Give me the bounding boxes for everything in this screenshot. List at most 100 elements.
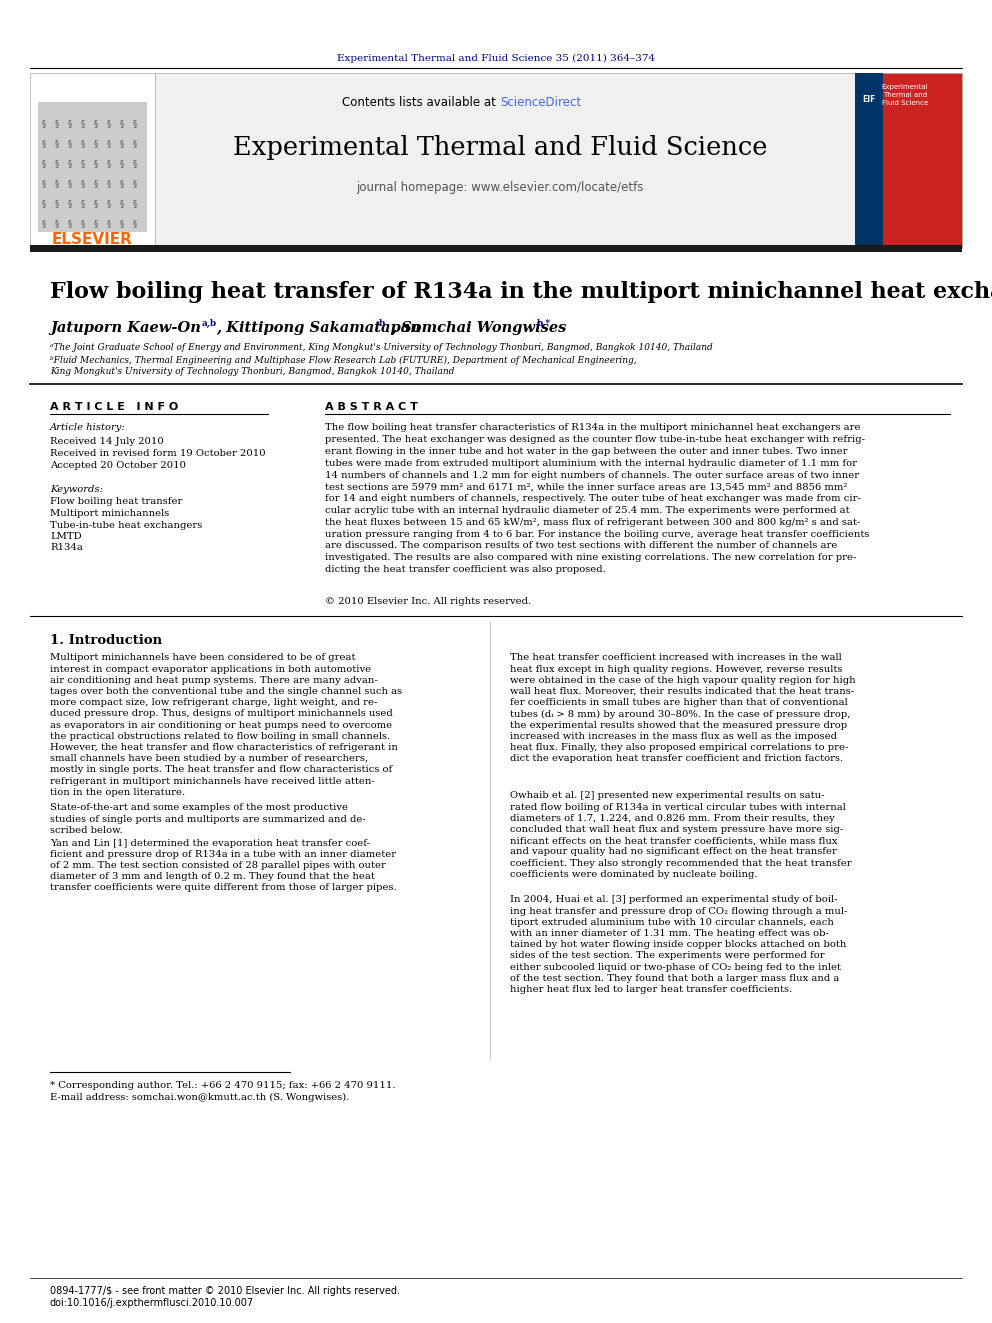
Text: EIF: EIF bbox=[862, 95, 876, 105]
Text: doi:10.1016/j.expthermflusci.2010.10.007: doi:10.1016/j.expthermflusci.2010.10.007 bbox=[50, 1298, 254, 1308]
Text: §: § bbox=[55, 179, 60, 188]
Text: * Corresponding author. Tel.: +66 2 470 9115; fax: +66 2 470 9111.: * Corresponding author. Tel.: +66 2 470 … bbox=[50, 1081, 396, 1090]
Text: §: § bbox=[81, 119, 85, 128]
Bar bbox=[30, 73, 155, 247]
Text: uration pressure ranging from 4 to 6 bar. For instance the boiling curve, averag: uration pressure ranging from 4 to 6 bar… bbox=[325, 529, 869, 538]
Text: 0894-1777/$ - see front matter © 2010 Elsevier Inc. All rights reserved.: 0894-1777/$ - see front matter © 2010 El… bbox=[50, 1286, 400, 1297]
Bar bbox=[855, 73, 883, 247]
Text: dicting the heat transfer coefficient was also proposed.: dicting the heat transfer coefficient wa… bbox=[325, 565, 606, 574]
Text: more compact size, low refrigerant charge, light weight, and re-: more compact size, low refrigerant charg… bbox=[50, 699, 377, 708]
Text: Experimental
Thermal and
Fluid Science: Experimental Thermal and Fluid Science bbox=[882, 83, 929, 106]
Text: Flow boiling heat transfer: Flow boiling heat transfer bbox=[50, 497, 183, 507]
Text: §: § bbox=[133, 139, 137, 148]
Text: small channels have been studied by a number of researchers,: small channels have been studied by a nu… bbox=[50, 754, 368, 763]
Text: §: § bbox=[81, 139, 85, 148]
Text: tubes were made from extruded multiport aluminium with the internal hydraulic di: tubes were made from extruded multiport … bbox=[325, 459, 857, 468]
Bar bbox=[38, 102, 147, 232]
Text: wall heat flux. Moreover, their results indicated that the heat trans-: wall heat flux. Moreover, their results … bbox=[510, 687, 854, 696]
Text: E-mail address: somchai.won@kmutt.ac.th (S. Wongwises).: E-mail address: somchai.won@kmutt.ac.th … bbox=[50, 1093, 349, 1102]
Text: §: § bbox=[42, 119, 46, 128]
Text: §: § bbox=[55, 119, 60, 128]
Text: §: § bbox=[94, 119, 98, 128]
Text: coefficients were dominated by nucleate boiling.: coefficients were dominated by nucleate … bbox=[510, 871, 758, 878]
Text: Flow boiling heat transfer of R134a in the multiport minichannel heat exchangers: Flow boiling heat transfer of R134a in t… bbox=[50, 280, 992, 303]
Text: the heat fluxes between 15 and 65 kW/m², mass flux of refrigerant between 300 an: the heat fluxes between 15 and 65 kW/m²,… bbox=[325, 517, 860, 527]
Text: dict the evaporation heat transfer coefficient and friction factors.: dict the evaporation heat transfer coeff… bbox=[510, 754, 843, 763]
Text: Accepted 20 October 2010: Accepted 20 October 2010 bbox=[50, 460, 186, 470]
Text: refrigerant in multiport minichannels have received little atten-: refrigerant in multiport minichannels ha… bbox=[50, 777, 375, 786]
Text: ScienceDirect: ScienceDirect bbox=[500, 97, 581, 110]
Text: a,b: a,b bbox=[202, 319, 217, 328]
Text: §: § bbox=[120, 179, 124, 188]
Text: heat flux. Finally, they also proposed empirical correlations to pre-: heat flux. Finally, they also proposed e… bbox=[510, 744, 848, 751]
Bar bbox=[30, 245, 962, 251]
Text: §: § bbox=[68, 179, 72, 188]
Text: §: § bbox=[107, 198, 111, 208]
Text: ELSEVIER: ELSEVIER bbox=[52, 233, 133, 247]
Text: air conditioning and heat pump systems. There are many advan-: air conditioning and heat pump systems. … bbox=[50, 676, 378, 685]
Text: §: § bbox=[120, 139, 124, 148]
Text: §: § bbox=[42, 198, 46, 208]
Text: The heat transfer coefficient increased with increases in the wall: The heat transfer coefficient increased … bbox=[510, 654, 842, 663]
Text: Received in revised form 19 October 2010: Received in revised form 19 October 2010 bbox=[50, 448, 266, 458]
Text: Contents lists available at: Contents lists available at bbox=[342, 97, 500, 110]
Text: §: § bbox=[55, 220, 60, 228]
Text: R134a: R134a bbox=[50, 544, 83, 553]
Text: §: § bbox=[120, 119, 124, 128]
Text: §: § bbox=[81, 198, 85, 208]
Text: Owhaib et al. [2] presented new experimental results on satu-: Owhaib et al. [2] presented new experime… bbox=[510, 791, 824, 800]
Text: tion in the open literature.: tion in the open literature. bbox=[50, 789, 186, 796]
Text: erant flowing in the inner tube and hot water in the gap between the outer and i: erant flowing in the inner tube and hot … bbox=[325, 447, 847, 456]
Text: State-of-the-art and some examples of the most productive: State-of-the-art and some examples of th… bbox=[50, 803, 348, 812]
Text: studies of single ports and multiports are summarized and de-: studies of single ports and multiports a… bbox=[50, 815, 366, 824]
Text: §: § bbox=[55, 139, 60, 148]
Text: §: § bbox=[133, 198, 137, 208]
Text: §: § bbox=[107, 179, 111, 188]
Text: §: § bbox=[120, 220, 124, 228]
Text: §: § bbox=[81, 179, 85, 188]
Text: §: § bbox=[94, 139, 98, 148]
Text: Article history:: Article history: bbox=[50, 423, 126, 433]
Text: nificant effects on the heat transfer coefficients, while mass flux: nificant effects on the heat transfer co… bbox=[510, 836, 837, 845]
Text: §: § bbox=[68, 159, 72, 168]
Text: diameters of 1.7, 1.224, and 0.826 mm. From their results, they: diameters of 1.7, 1.224, and 0.826 mm. F… bbox=[510, 814, 834, 823]
Text: of 2 mm. The test section consisted of 28 parallel pipes with outer: of 2 mm. The test section consisted of 2… bbox=[50, 861, 386, 871]
Text: © 2010 Elsevier Inc. All rights reserved.: © 2010 Elsevier Inc. All rights reserved… bbox=[325, 598, 531, 606]
Text: A B S T R A C T: A B S T R A C T bbox=[325, 402, 418, 411]
Text: §: § bbox=[42, 179, 46, 188]
Text: with an inner diameter of 1.31 mm. The heating effect was ob-: with an inner diameter of 1.31 mm. The h… bbox=[510, 929, 829, 938]
Text: §: § bbox=[133, 179, 137, 188]
Text: 14 numbers of channels and 1.2 mm for eight numbers of channels. The outer surfa: 14 numbers of channels and 1.2 mm for ei… bbox=[325, 471, 859, 480]
Text: test sections are 5979 mm² and 6171 m², while the inner surface areas are 13,545: test sections are 5979 mm² and 6171 m², … bbox=[325, 483, 847, 492]
Text: , Kittipong Sakamatapan: , Kittipong Sakamatapan bbox=[216, 321, 421, 335]
Text: The flow boiling heat transfer characteristics of R134a in the multiport minicha: The flow boiling heat transfer character… bbox=[325, 423, 860, 433]
Text: cular acrylic tube with an internal hydraulic diameter of 25.4 mm. The experimen: cular acrylic tube with an internal hydr… bbox=[325, 507, 849, 515]
Text: mostly in single ports. The heat transfer and flow characteristics of: mostly in single ports. The heat transfe… bbox=[50, 766, 392, 774]
Text: §: § bbox=[68, 198, 72, 208]
Text: §: § bbox=[133, 159, 137, 168]
Text: rated flow boiling of R134a in vertical circular tubes with internal: rated flow boiling of R134a in vertical … bbox=[510, 803, 846, 812]
Text: ᵇFluid Mechanics, Thermal Engineering and Multiphase Flow Research Lab (FUTURE),: ᵇFluid Mechanics, Thermal Engineering an… bbox=[50, 356, 637, 365]
Text: ing heat transfer and pressure drop of CO₂ flowing through a mul-: ing heat transfer and pressure drop of C… bbox=[510, 906, 847, 916]
Text: §: § bbox=[68, 119, 72, 128]
Text: §: § bbox=[107, 159, 111, 168]
Text: of the test section. They found that both a larger mass flux and a: of the test section. They found that bot… bbox=[510, 974, 839, 983]
Text: In 2004, Huai et al. [3] performed an experimental study of boil-: In 2004, Huai et al. [3] performed an ex… bbox=[510, 896, 837, 905]
Text: §: § bbox=[81, 220, 85, 228]
Text: tages over both the conventional tube and the single channel such as: tages over both the conventional tube an… bbox=[50, 687, 402, 696]
Text: Experimental Thermal and Fluid Science: Experimental Thermal and Fluid Science bbox=[233, 135, 767, 160]
Text: Jatuporn Kaew-On: Jatuporn Kaew-On bbox=[50, 321, 200, 335]
Text: , Somchai Wongwises: , Somchai Wongwises bbox=[391, 321, 566, 335]
Text: §: § bbox=[107, 139, 111, 148]
Text: §: § bbox=[42, 139, 46, 148]
Text: §: § bbox=[42, 159, 46, 168]
Text: §: § bbox=[94, 179, 98, 188]
Text: increased with increases in the mass flux as well as the imposed: increased with increases in the mass flu… bbox=[510, 732, 837, 741]
Text: tubes (dᵢ > 8 mm) by around 30–80%. In the case of pressure drop,: tubes (dᵢ > 8 mm) by around 30–80%. In t… bbox=[510, 709, 850, 718]
Text: §: § bbox=[107, 119, 111, 128]
Text: diameter of 3 mm and length of 0.2 m. They found that the heat: diameter of 3 mm and length of 0.2 m. Th… bbox=[50, 872, 375, 881]
Text: b,*: b,* bbox=[537, 319, 551, 328]
Text: §: § bbox=[55, 159, 60, 168]
Text: However, the heat transfer and flow characteristics of refrigerant in: However, the heat transfer and flow char… bbox=[50, 744, 398, 751]
Text: §: § bbox=[94, 159, 98, 168]
